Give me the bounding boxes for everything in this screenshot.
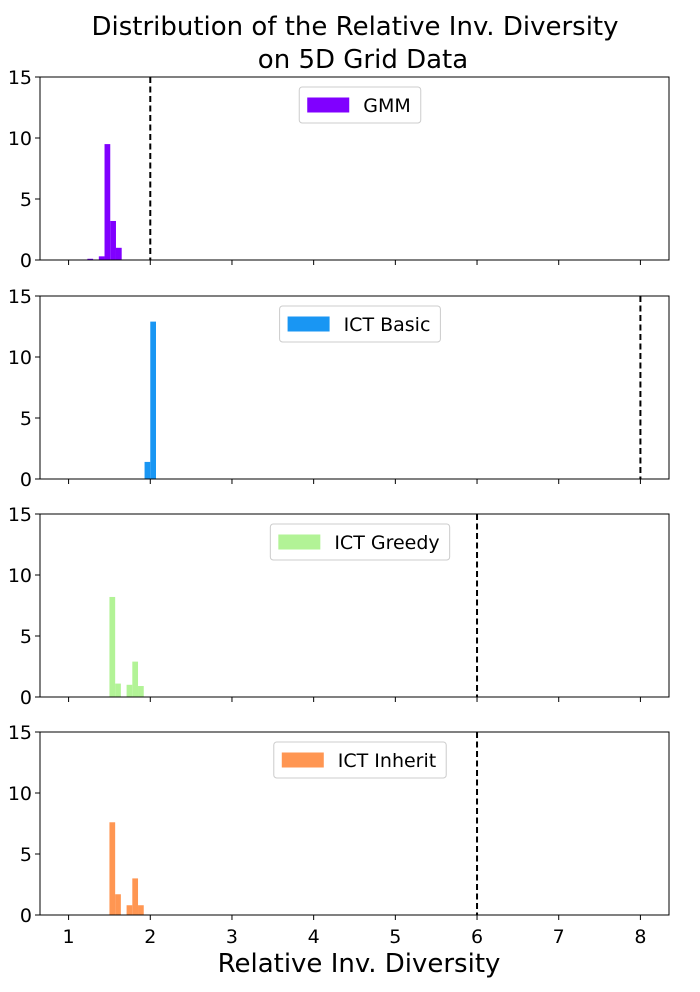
y-tick-label: 0 [20, 469, 32, 491]
x-tick-label: 7 [553, 926, 565, 948]
histogram-bar [132, 661, 139, 697]
histogram-bar [126, 905, 133, 915]
x-tick-label: 8 [634, 926, 646, 948]
axes-frame [39, 731, 670, 916]
y-tick-label: 5 [20, 626, 32, 648]
x-tick-label: 5 [389, 926, 401, 948]
histogram-bar [150, 321, 156, 479]
x-tick-label: 3 [226, 926, 238, 948]
histogram-bar [109, 822, 116, 915]
y-tick-label: 0 [20, 250, 32, 272]
legend-swatch [307, 97, 350, 113]
subplot-4: 0 5 10 15 1 2 3 4 5 6 7 8 ICT Inherit [8, 722, 670, 948]
histogram-bar [144, 461, 151, 479]
histogram-bar [115, 894, 121, 915]
axes-frame [39, 76, 670, 261]
legend-label: GMM [363, 95, 411, 117]
legend-swatch [281, 752, 324, 768]
histogram-bar [138, 905, 144, 915]
histogram-bar [115, 247, 122, 260]
y-tick-label: 15 [8, 504, 32, 526]
axes-frame [39, 295, 670, 480]
legend: ICT Inherit [273, 741, 447, 779]
histogram-bar [87, 258, 94, 260]
y-tick-label: 10 [8, 128, 32, 150]
histogram-bar [104, 144, 111, 260]
legend: ICT Greedy [269, 523, 451, 561]
y-tick-label: 0 [20, 687, 32, 709]
chart-title-line-1: Distribution of the Relative Inv. Divers… [91, 12, 618, 42]
legend-box [269, 523, 451, 561]
x-tick-label: 4 [308, 926, 320, 948]
histogram-bar [109, 596, 116, 697]
subplot-2: 0 5 10 15 ICT Basic [8, 286, 670, 491]
legend-swatch [287, 316, 330, 332]
y-tick-label: 0 [20, 905, 32, 927]
y-tick-label: 5 [20, 844, 32, 866]
y-tick-label: 5 [20, 189, 32, 211]
y-tick-label: 10 [8, 347, 32, 369]
legend-label: ICT Greedy [334, 532, 439, 554]
legend-label: ICT Basic [344, 314, 431, 336]
y-tick-label: 15 [8, 722, 32, 744]
y-tick-label: 5 [20, 408, 32, 430]
subplot-1: 0 5 10 15 GMM [8, 67, 670, 272]
histogram-bar [98, 256, 105, 260]
y-tick-label: 15 [8, 286, 32, 308]
chart-title-line-2: on 5D Grid Data [258, 45, 468, 75]
legend-box [298, 86, 422, 124]
y-tick-label: 10 [8, 565, 32, 587]
legend-box [273, 741, 447, 779]
histogram-bar [138, 686, 144, 697]
histogram-bar [115, 683, 121, 697]
histogram-bar [126, 684, 133, 697]
subplot-3: 0 5 10 15 ICT Greedy [8, 504, 670, 709]
legend: ICT Basic [279, 305, 441, 343]
histogram-bar [132, 878, 139, 915]
x-tick-label: 6 [471, 926, 483, 948]
y-tick-label: 15 [8, 67, 32, 89]
x-axis-label: Relative Inv. Diversity [218, 949, 501, 979]
axes-frame [39, 513, 670, 698]
x-tick-label: 1 [63, 926, 75, 948]
legend: GMM [298, 86, 422, 124]
legend-box [279, 305, 441, 343]
x-tick-label: 2 [144, 926, 156, 948]
y-tick-label: 10 [8, 783, 32, 805]
legend-label: ICT Inherit [338, 750, 436, 772]
histogram-bar [110, 220, 116, 260]
legend-swatch [278, 534, 321, 550]
